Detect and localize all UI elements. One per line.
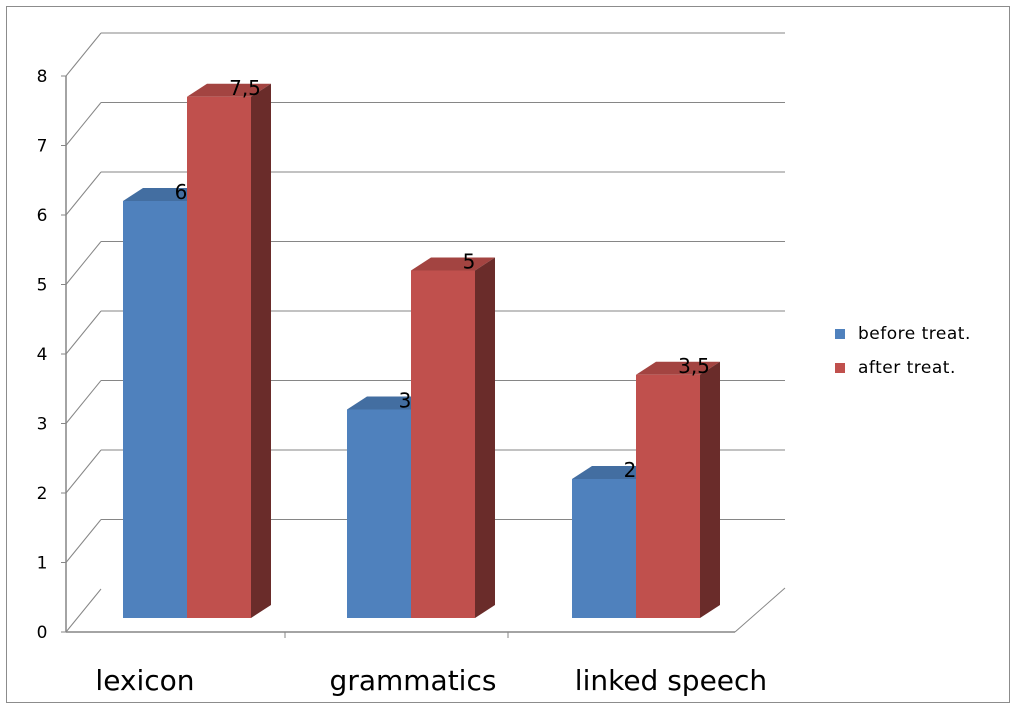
gridline-diagonal	[65, 519, 102, 563]
y-tick-label: 7	[37, 137, 48, 157]
category-label: grammatics	[330, 664, 497, 697]
bar[interactable]	[123, 201, 187, 618]
bar-side	[251, 83, 271, 618]
gridline-diagonal	[65, 171, 102, 216]
data-label: 2	[624, 458, 637, 482]
y-tick-label: 4	[37, 345, 48, 365]
gridline-diagonal	[65, 380, 102, 424]
floor-edge-right	[734, 587, 786, 633]
bar-top	[572, 466, 656, 479]
data-label: 5	[463, 250, 476, 274]
data-label: 3,5	[678, 354, 710, 378]
gridline-diagonal	[65, 310, 102, 355]
y-tick-label: 0	[37, 623, 48, 643]
y-tick-label: 3	[37, 415, 48, 435]
legend-swatch[interactable]	[835, 329, 845, 339]
bar[interactable]	[572, 479, 636, 618]
y-axis-ticks: 0 1 2 3 4 5 6 7 8	[37, 67, 66, 643]
y-tick-label: 6	[37, 206, 48, 226]
bar[interactable]	[636, 374, 700, 618]
bar-top	[411, 257, 495, 271]
data-label: 7,5	[229, 76, 261, 100]
bars	[123, 83, 720, 619]
x-axis-categories: lexicon grammatics linked speech	[95, 632, 767, 697]
bar-top	[347, 396, 431, 410]
category-label: linked speech	[575, 664, 767, 697]
gridline-diagonal	[65, 588, 102, 633]
bar[interactable]	[347, 409, 411, 619]
bar-top	[187, 83, 271, 97]
data-labels: 6 7,5 3 5 2 3,5	[175, 76, 710, 482]
y-tick-label: 5	[37, 276, 48, 296]
bar-top	[636, 361, 720, 375]
bar-top	[123, 188, 207, 201]
bar[interactable]	[411, 270, 475, 619]
data-label: 6	[175, 180, 188, 204]
gridline-diagonal	[65, 102, 102, 146]
bar-side	[700, 361, 720, 618]
legend: before treat. after treat.	[835, 324, 971, 378]
data-label: 3	[399, 389, 412, 413]
bar-side	[475, 257, 495, 618]
category-label: lexicon	[95, 664, 194, 697]
y-tick-label: 2	[37, 484, 48, 504]
bar[interactable]	[187, 96, 251, 618]
gridline-diagonal	[65, 241, 102, 285]
legend-label[interactable]: after treat.	[858, 358, 956, 378]
gridline-diagonal	[65, 449, 102, 494]
y-tick-label: 8	[37, 67, 48, 87]
legend-label[interactable]: before treat.	[858, 324, 971, 344]
y-tick-label: 1	[37, 554, 48, 574]
gridline-diagonal	[65, 32, 102, 77]
legend-swatch[interactable]	[835, 363, 845, 373]
